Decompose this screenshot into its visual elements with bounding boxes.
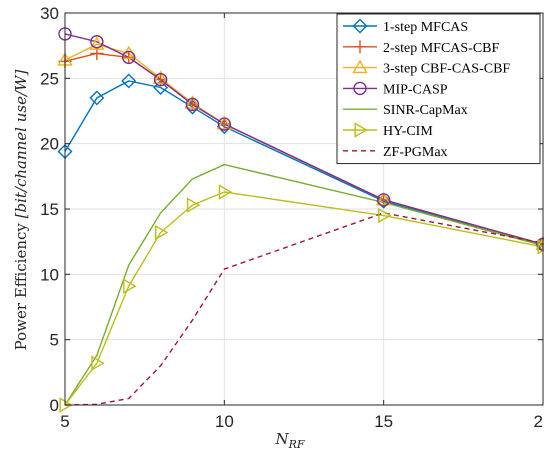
x-axis-title-main: N xyxy=(274,430,289,448)
legend-entry-label: MIP-CASP xyxy=(383,82,448,97)
legend-swatch-marker xyxy=(354,122,368,138)
y-tick-label: 10 xyxy=(40,265,59,284)
data-point-marker xyxy=(376,193,392,209)
data-point-marker xyxy=(123,278,137,294)
legend-swatch-marker xyxy=(353,40,367,54)
axes xyxy=(64,12,544,406)
data-point-marker xyxy=(59,397,73,413)
y-tick-label: 15 xyxy=(40,200,59,219)
legend-entry-label: HY-CIM xyxy=(383,124,433,139)
series-line-7 xyxy=(64,212,544,406)
legend: 1-step MFCAS 2-step MFCAS-CBF 3-step CBF-C… xyxy=(336,13,541,165)
data-point-marker xyxy=(378,207,392,224)
legend-swatch-marker xyxy=(352,18,368,34)
data-point-marker xyxy=(217,117,232,131)
data-point-marker xyxy=(153,79,169,95)
y-tick-label: 20 xyxy=(40,135,59,154)
y-tick-label: 30 xyxy=(40,4,59,23)
data-point-marker xyxy=(375,191,392,206)
data-point-marker xyxy=(121,73,137,89)
data-point-marker xyxy=(89,90,105,106)
legend-swatch-marker xyxy=(352,59,368,74)
x-tick-label: 2 xyxy=(534,412,543,431)
x-tick-label: 15 xyxy=(374,412,393,431)
x-tick-label: 10 xyxy=(215,412,234,431)
data-point-marker xyxy=(376,193,391,207)
data-point-marker xyxy=(155,224,169,241)
y-tick-label: 25 xyxy=(40,69,59,88)
data-point-marker xyxy=(185,97,200,112)
y-axis-title-text: Power Efficiency xyxy=(12,218,30,350)
data-point-marker xyxy=(216,116,233,130)
data-point-marker xyxy=(184,95,201,109)
data-point-marker xyxy=(89,36,105,50)
data-point-marker xyxy=(218,184,233,200)
y-axis-title-unit: [bit/channel use/W] xyxy=(12,70,30,219)
data-point-marker xyxy=(153,72,168,87)
data-point-marker xyxy=(91,355,105,371)
series-line-1 xyxy=(64,80,544,245)
series-line-6 xyxy=(64,191,544,406)
data-point-marker xyxy=(90,35,104,49)
x-tick-label: 5 xyxy=(60,412,69,431)
data-point-marker xyxy=(122,50,136,65)
legend-swatch-marker xyxy=(353,81,367,96)
data-point-marker xyxy=(186,197,201,213)
data-point-marker xyxy=(152,70,169,84)
y-tick-label: 5 xyxy=(50,331,59,350)
data-point-marker xyxy=(122,50,136,64)
series-markers xyxy=(57,27,544,413)
x-axis-title: NRF xyxy=(274,430,304,451)
legend-entry-label: SINR-CapMax xyxy=(383,103,468,118)
legend-entry-label: ZF-PGMax xyxy=(383,145,448,160)
legend-entry-label: 3-step CBF-CAS-CBF xyxy=(383,62,510,77)
legend-entry-label: 2-step MFCAS-CBF xyxy=(383,41,500,56)
y-tick-label: 0 xyxy=(50,396,59,415)
series-line-5 xyxy=(64,163,544,406)
legend-entry-label: 1-step MFCAS xyxy=(383,20,468,35)
x-axis-title-subscript: RF xyxy=(288,438,305,451)
y-axis-title: Power Efficiency [bit/channel use/W] xyxy=(12,70,30,351)
